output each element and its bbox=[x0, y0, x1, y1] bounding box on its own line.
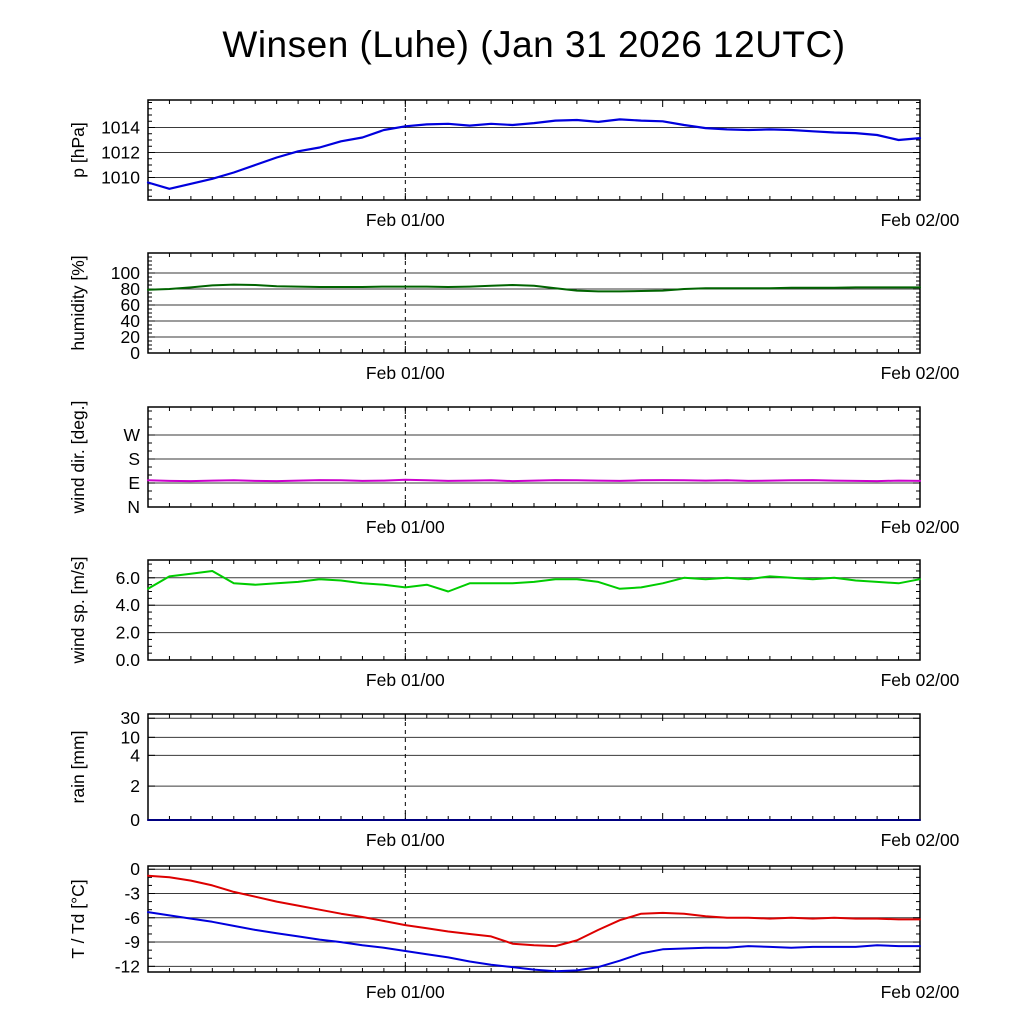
panel-wind-speed: 0.0 2.0 4.0 6.0 wind sp. [m/s] Feb 01/00 Feb 0… bbox=[68, 557, 960, 690]
series-pressure-line bbox=[146, 118, 922, 190]
y-tick-label: 1012 bbox=[101, 143, 140, 163]
y-axis-label-wind-speed: wind sp. [m/s] bbox=[68, 557, 88, 665]
y-tick-label: -3 bbox=[124, 884, 140, 904]
x-tick-label: Feb 01/00 bbox=[366, 517, 445, 537]
y-tick-label: 6.0 bbox=[116, 568, 141, 588]
x-tick-label: Feb 01/00 bbox=[366, 363, 445, 383]
x-tick-label: Feb 01/00 bbox=[366, 830, 445, 850]
y-tick-label: 0.0 bbox=[116, 650, 141, 670]
y-axis-label-wind-direction: wind dir. [deg.] bbox=[68, 401, 88, 515]
series-dewpoint-line bbox=[147, 911, 921, 973]
y-tick-label: E bbox=[128, 473, 140, 493]
y-tick-label: 80 bbox=[121, 279, 141, 299]
y-tick-label: 0 bbox=[130, 343, 140, 363]
y-tick-label: N bbox=[127, 497, 140, 517]
x-tick-label: Feb 02/00 bbox=[881, 982, 960, 1002]
y-tick-label: 2.0 bbox=[116, 623, 141, 643]
x-tick-label: Feb 02/00 bbox=[881, 517, 960, 537]
y-tick-label: 0 bbox=[130, 810, 140, 830]
x-tick-label: Feb 02/00 bbox=[881, 363, 960, 383]
y-tick-label: 2 bbox=[130, 776, 140, 796]
y-tick-label: -6 bbox=[124, 908, 140, 928]
y-tick-label: 20 bbox=[121, 327, 141, 347]
y-axis-label-temperature: T / Td [°C] bbox=[68, 879, 88, 958]
y-tick-label: 10 bbox=[121, 727, 141, 747]
series-humidity-line bbox=[147, 283, 921, 293]
y-tick-label: 1014 bbox=[101, 118, 140, 138]
y-tick-label: S bbox=[128, 449, 140, 469]
y-tick-label: 30 bbox=[121, 708, 141, 728]
panel-pressure: 1010 1012 1014 p [hPa] Feb 01/00 Feb 02/00 bbox=[68, 99, 960, 230]
panel-temperature: 0 -3 -6 -9 -12 T / Td [°C] Feb 01/00 Feb 02/00 bbox=[68, 859, 960, 1002]
y-tick-label: 1010 bbox=[101, 168, 140, 188]
y-tick-label: -9 bbox=[124, 932, 140, 952]
y-tick-label: 40 bbox=[121, 311, 141, 331]
y-axis-label-rain: rain [mm] bbox=[68, 731, 88, 804]
series-wind-speed-line bbox=[147, 570, 921, 593]
y-tick-label: -12 bbox=[115, 956, 140, 976]
y-axis-label-humidity: humidity [%] bbox=[68, 255, 88, 350]
y-tick-label: 4.0 bbox=[116, 595, 141, 615]
x-tick-label: Feb 01/00 bbox=[366, 210, 445, 230]
y-tick-label: 4 bbox=[130, 745, 140, 765]
x-tick-label: Feb 02/00 bbox=[881, 670, 960, 690]
x-tick-label: Feb 02/00 bbox=[881, 830, 960, 850]
y-tick-label: 0 bbox=[130, 859, 140, 879]
series-wind-direction-line bbox=[147, 478, 921, 483]
chart-title: Winsen (Luhe) (Jan 31 2026 12UTC) bbox=[222, 24, 846, 65]
y-tick-label: W bbox=[123, 425, 140, 445]
y-axis-label-pressure: p [hPa] bbox=[68, 122, 88, 177]
y-tick-label: 100 bbox=[111, 263, 140, 283]
x-tick-label: Feb 02/00 bbox=[881, 210, 960, 230]
series-temperature-line bbox=[147, 874, 921, 948]
x-tick-label: Feb 01/00 bbox=[366, 670, 445, 690]
y-tick-label: 60 bbox=[121, 295, 141, 315]
x-tick-label: Feb 01/00 bbox=[366, 982, 445, 1002]
